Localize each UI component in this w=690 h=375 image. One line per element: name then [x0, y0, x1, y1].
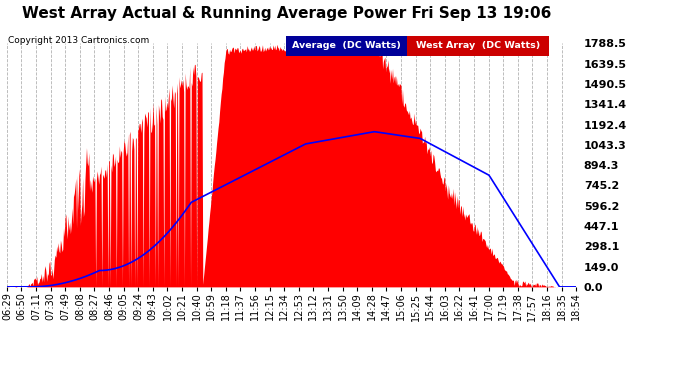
Text: West Array Actual & Running Average Power Fri Sep 13 19:06: West Array Actual & Running Average Powe… [21, 6, 551, 21]
Text: West Array  (DC Watts): West Array (DC Watts) [415, 42, 540, 51]
Text: Copyright 2013 Cartronics.com: Copyright 2013 Cartronics.com [8, 36, 150, 45]
Text: Average  (DC Watts): Average (DC Watts) [293, 42, 401, 51]
